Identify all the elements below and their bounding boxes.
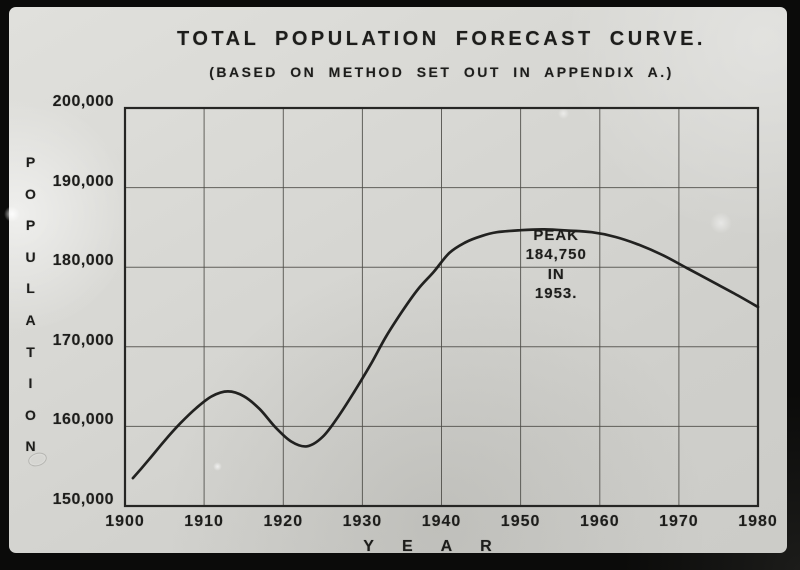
x-tick-label: 1960: [580, 513, 620, 530]
y-axis-title-letter: N: [25, 438, 36, 455]
chart-title: TOTAL POPULATION FORECAST CURVE.: [177, 28, 706, 50]
x-tick-label: 1980: [738, 513, 778, 530]
y-tick-label: 170,000: [52, 331, 114, 349]
x-axis-title: YEAR: [363, 538, 520, 555]
x-tick-label: 1920: [263, 513, 304, 530]
slide-paper-background: [9, 7, 787, 553]
y-axis-title-letter: T: [26, 343, 35, 360]
photo-speck: [213, 462, 222, 471]
y-axis-title-letter: I: [28, 375, 33, 392]
y-axis-title-letter: O: [25, 185, 36, 202]
photo-speck: [710, 212, 732, 234]
x-tick-label: 1970: [659, 513, 699, 530]
peak-annotation-line: PEAK: [533, 226, 580, 244]
peak-annotation-line: 184,750: [525, 246, 587, 264]
photo-speck: [558, 108, 569, 119]
y-tick-label: 150,000: [52, 491, 114, 508]
y-axis-title-letter: U: [25, 248, 36, 265]
x-tick-label: 1930: [342, 513, 383, 530]
x-tick-label: 1900: [105, 513, 145, 530]
y-axis-title-letter: L: [26, 280, 35, 297]
peak-annotation-line: 1953.: [534, 285, 578, 303]
photo-speck: [4, 206, 20, 222]
peak-annotation-line: IN: [547, 265, 565, 283]
y-tick-label: 160,000: [52, 411, 114, 429]
x-tick-label: 1950: [500, 513, 541, 530]
peak-annotation: PEAK 184,750 IN 1953.: [503, 226, 609, 304]
y-axis-title-letter: P: [25, 154, 36, 170]
x-tick-label: 1940: [421, 513, 462, 530]
y-axis-title-letter: P: [25, 217, 36, 234]
y-tick-label: 200,000: [52, 93, 114, 110]
y-tick-label: 180,000: [52, 252, 114, 270]
x-tick-label: 1910: [184, 513, 224, 530]
y-tick-label: 190,000: [52, 172, 114, 190]
y-axis-title-letter: O: [25, 406, 36, 423]
y-axis-title-letter: A: [25, 311, 36, 328]
chart-subtitle: (BASED ON METHOD SET OUT IN APPENDIX A.): [209, 64, 674, 80]
